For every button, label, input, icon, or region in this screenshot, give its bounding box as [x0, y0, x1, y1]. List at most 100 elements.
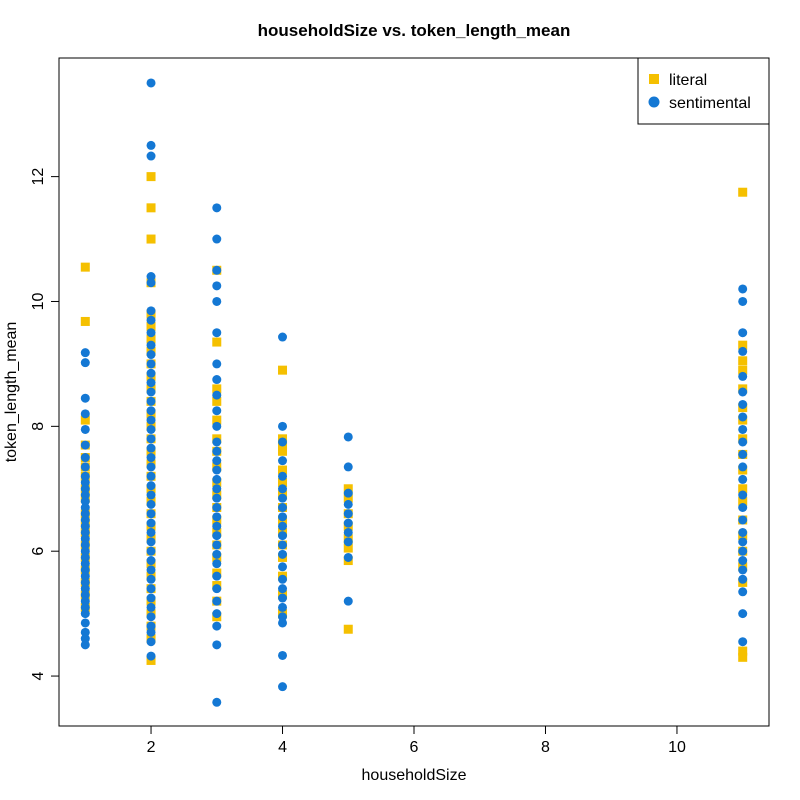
point-sentimental-68	[146, 574, 156, 584]
point-sentimental-126	[278, 602, 288, 612]
point-sentimental-32	[80, 627, 90, 637]
point-sentimental-46	[146, 368, 156, 378]
point-sentimental-23	[80, 565, 90, 575]
point-literal-73	[278, 465, 288, 475]
point-literal-20	[146, 234, 156, 244]
point-literal-19	[146, 203, 156, 213]
point-literal-18	[146, 172, 156, 182]
point-sentimental-150	[738, 437, 748, 447]
legend-marker-sentimental	[648, 96, 660, 108]
point-sentimental-67	[146, 565, 156, 575]
point-sentimental-83	[212, 359, 222, 369]
point-sentimental-84	[212, 375, 222, 385]
point-sentimental-69	[146, 584, 156, 594]
point-sentimental-26	[80, 584, 90, 594]
point-sentimental-145	[738, 371, 748, 381]
point-sentimental-85	[212, 390, 222, 400]
point-sentimental-113	[278, 471, 288, 481]
point-sentimental-165	[738, 637, 748, 647]
point-sentimental-55	[146, 453, 156, 463]
point-sentimental-58	[146, 481, 156, 491]
point-sentimental-45	[146, 359, 156, 369]
y-tick-label-12: 12	[30, 168, 47, 186]
point-sentimental-123	[278, 574, 288, 584]
point-sentimental-61	[146, 509, 156, 519]
point-sentimental-89	[212, 446, 222, 456]
point-sentimental-140	[343, 596, 353, 606]
point-sentimental-86	[212, 406, 222, 416]
point-sentimental-97	[212, 521, 222, 531]
point-sentimental-99	[212, 540, 222, 550]
point-sentimental-147	[738, 399, 748, 409]
point-sentimental-9	[80, 478, 90, 488]
point-literal-91	[343, 624, 353, 634]
point-sentimental-116	[278, 502, 288, 512]
point-sentimental-21	[80, 552, 90, 562]
point-sentimental-22	[80, 559, 90, 569]
point-sentimental-20	[80, 546, 90, 556]
point-sentimental-38	[146, 272, 156, 282]
points-layer	[80, 78, 748, 707]
point-sentimental-104	[212, 596, 222, 606]
point-sentimental-28	[80, 596, 90, 606]
point-sentimental-153	[738, 474, 748, 484]
point-sentimental-155	[738, 502, 748, 512]
point-sentimental-133	[343, 488, 353, 498]
point-sentimental-130	[278, 682, 288, 692]
point-sentimental-75	[146, 637, 156, 647]
chart-title: householdSize vs. token_length_mean	[258, 21, 571, 40]
x-tick-label-6: 6	[410, 739, 419, 756]
point-literal-95	[738, 365, 748, 375]
y-tick-label-4: 4	[30, 672, 47, 681]
point-sentimental-128	[278, 618, 288, 628]
point-sentimental-74	[146, 627, 156, 637]
point-literal-0	[80, 262, 90, 272]
point-sentimental-151	[738, 449, 748, 459]
point-sentimental-115	[278, 493, 288, 503]
point-sentimental-163	[738, 587, 748, 597]
legend-label-literal: literal	[669, 72, 707, 89]
point-sentimental-148	[738, 412, 748, 422]
point-sentimental-95	[212, 502, 222, 512]
point-sentimental-49	[146, 396, 156, 406]
point-sentimental-108	[212, 697, 222, 707]
point-sentimental-134	[343, 499, 353, 509]
point-sentimental-42	[146, 328, 156, 338]
point-sentimental-41	[146, 315, 156, 325]
point-literal-1	[80, 316, 90, 326]
point-sentimental-88	[212, 437, 222, 447]
point-sentimental-137	[343, 527, 353, 537]
point-sentimental-2	[80, 393, 90, 403]
point-literal-94	[738, 356, 748, 366]
point-sentimental-60	[146, 499, 156, 509]
point-sentimental-161	[738, 565, 748, 575]
point-sentimental-120	[278, 540, 288, 550]
point-sentimental-19	[80, 540, 90, 550]
point-sentimental-107	[212, 640, 222, 650]
point-sentimental-4	[80, 424, 90, 434]
y-axis-label: token_length_mean	[3, 322, 20, 463]
point-sentimental-77	[212, 203, 222, 213]
legend-box	[637, 57, 770, 125]
point-sentimental-149	[738, 424, 748, 434]
point-sentimental-47	[146, 378, 156, 388]
point-sentimental-117	[278, 512, 288, 522]
point-literal-51	[212, 337, 222, 347]
point-literal-24	[146, 334, 156, 344]
point-sentimental-152	[738, 462, 748, 472]
x-axis: 2 4 6 8 10	[147, 726, 686, 756]
point-sentimental-34	[80, 640, 90, 650]
point-sentimental-158	[738, 537, 748, 547]
point-sentimental-63	[146, 527, 156, 537]
point-sentimental-109	[278, 332, 288, 342]
y-axis: 4 6 8 10 12	[30, 168, 59, 681]
point-literal-109	[738, 646, 748, 656]
point-sentimental-96	[212, 512, 222, 522]
point-sentimental-66	[146, 556, 156, 566]
point-sentimental-80	[212, 281, 222, 291]
point-sentimental-57	[146, 471, 156, 481]
legend-label-sentimental: sentimental	[669, 95, 751, 112]
point-sentimental-136	[343, 518, 353, 528]
point-sentimental-27	[80, 590, 90, 600]
